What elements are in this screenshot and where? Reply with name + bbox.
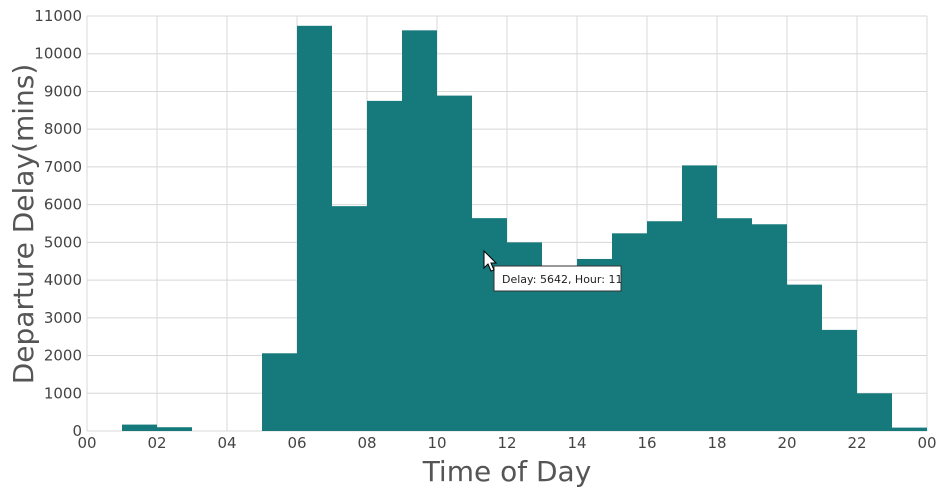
x-tick-label: 00	[917, 434, 936, 452]
x-tick-label: 14	[567, 434, 586, 452]
y-tick-label: 11000	[34, 7, 82, 25]
bars	[122, 25, 927, 432]
bar-hour-7	[332, 206, 367, 431]
bar-hour-9	[402, 30, 437, 431]
tooltip-text: Delay: 5642, Hour: 11	[502, 273, 622, 286]
mouse-cursor-icon	[483, 249, 498, 272]
bar-hour-20	[787, 284, 822, 431]
bar-hour-21	[822, 329, 857, 431]
bar-hour-6	[297, 25, 332, 432]
bar-hour-10	[437, 95, 472, 431]
y-tick-label: 3000	[44, 309, 82, 327]
x-tick-label: 04	[217, 434, 236, 452]
tooltip-box	[493, 265, 622, 292]
y-tick-label: 0	[72, 422, 82, 440]
tooltip: Delay: 5642, Hour: 11	[493, 265, 622, 292]
bar-hour-8	[367, 100, 402, 432]
x-tick-label: 18	[707, 434, 726, 452]
bar-hour-17	[682, 165, 717, 431]
x-axis-title: Time of Day	[422, 455, 592, 488]
x-tick-label: 06	[287, 434, 306, 452]
y-tick-label: 7000	[44, 158, 82, 176]
y-axis-ticks: 0 1000 2000 3000 4000 5000 6000 7000 8000 9000 100…	[34, 7, 82, 440]
y-tick-label: 1000	[44, 384, 82, 402]
bar-hour-2	[157, 427, 192, 431]
x-tick-label: 20	[777, 434, 796, 452]
y-tick-label: 2000	[44, 347, 82, 365]
y-tick-label: 10000	[34, 45, 82, 63]
y-tick-label: 9000	[44, 82, 82, 100]
x-tick-label: 16	[637, 434, 656, 452]
bar-hour-15	[612, 233, 647, 431]
x-tick-label: 02	[147, 434, 166, 452]
x-tick-label: 08	[357, 434, 376, 452]
bar-hour-18	[717, 218, 752, 431]
bar-hour-23	[892, 427, 927, 431]
bar-hour-5	[262, 353, 297, 431]
x-tick-label: 12	[497, 434, 516, 452]
bar-hour-1	[122, 424, 157, 431]
bar-hour-19	[752, 224, 787, 431]
bar-hour-13	[542, 267, 577, 431]
y-axis-title: Departure Delay(mins)	[7, 64, 40, 385]
y-tick-label: 5000	[44, 233, 82, 251]
bar-hour-22	[857, 393, 892, 431]
x-tick-label: 22	[847, 434, 866, 452]
y-tick-label: 6000	[44, 196, 82, 214]
x-axis-ticks: 00 02 04 06 08 10 12 14 16 18 20 22 00	[77, 434, 936, 452]
y-tick-label: 4000	[44, 271, 82, 289]
bar-hour-16	[647, 221, 682, 431]
x-tick-label: 10	[427, 434, 446, 452]
x-tick-label: 00	[77, 434, 96, 452]
bar-hour-11	[472, 218, 507, 431]
y-tick-label: 8000	[44, 120, 82, 138]
